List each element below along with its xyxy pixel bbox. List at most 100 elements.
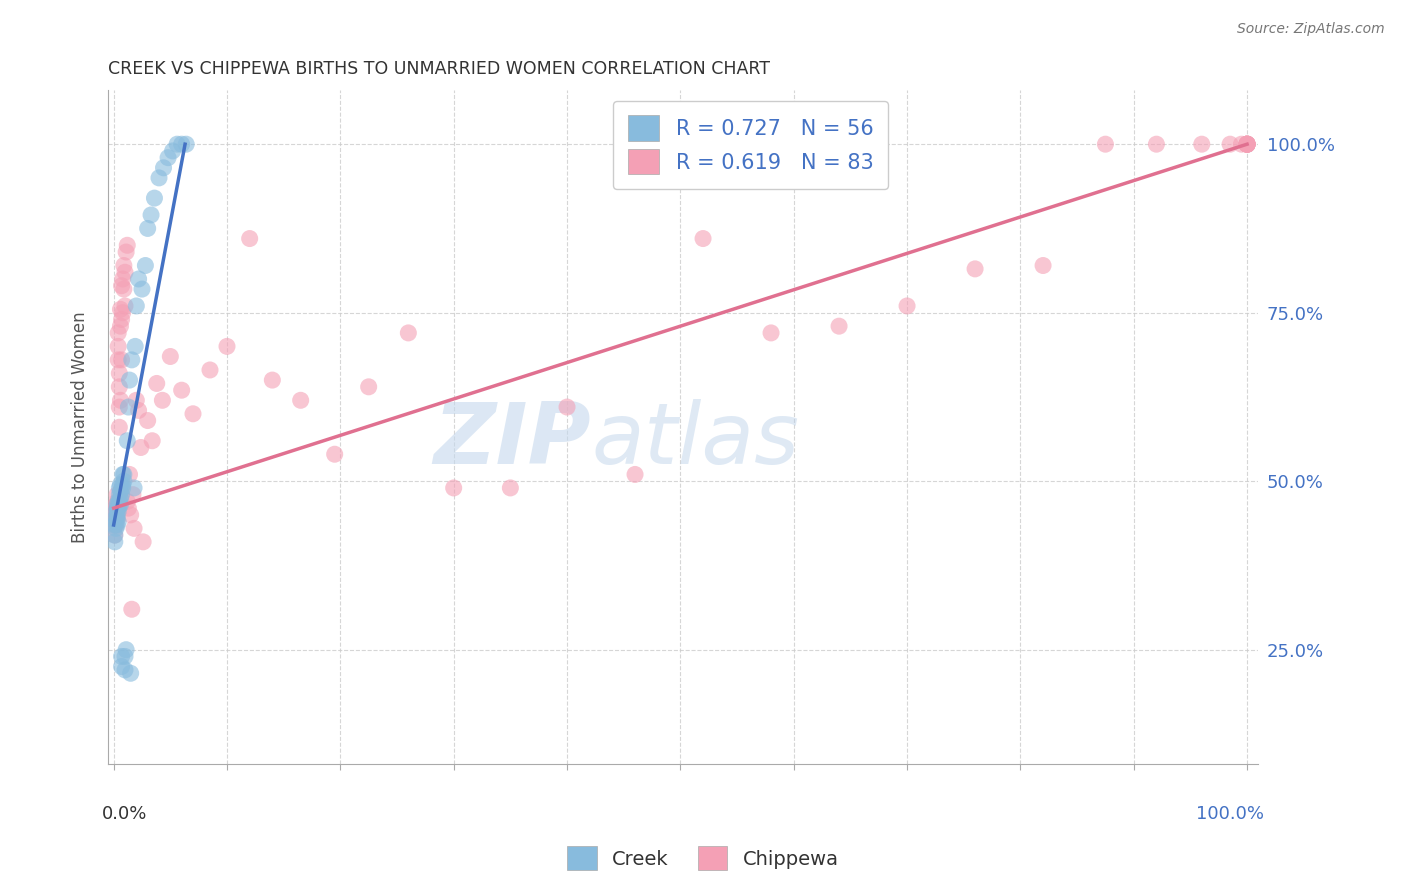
Legend: R = 0.727   N = 56, R = 0.619   N = 83: R = 0.727 N = 56, R = 0.619 N = 83 [613, 101, 889, 189]
Point [107, 501, 129, 516]
Point [136, 221, 159, 235]
Point [104, 518, 127, 533]
Point [323, 447, 346, 461]
Point [290, 393, 312, 408]
Point [110, 498, 132, 512]
Point [152, 161, 174, 175]
Point [114, 299, 136, 313]
Point [105, 511, 128, 525]
Point [1236, 137, 1258, 152]
Point [828, 319, 851, 334]
Point [117, 501, 139, 516]
Point [1236, 137, 1258, 152]
Point [1236, 137, 1258, 152]
Point [110, 278, 132, 293]
Point [114, 265, 136, 279]
Point [262, 373, 284, 387]
Point [1236, 137, 1258, 152]
Point [107, 326, 129, 340]
Point [105, 504, 128, 518]
Point [357, 380, 380, 394]
Point [896, 299, 918, 313]
Point [152, 393, 174, 408]
Point [120, 508, 142, 522]
Point [1144, 137, 1167, 152]
Point [125, 393, 148, 408]
Point [157, 151, 180, 165]
Text: Source: ZipAtlas.com: Source: ZipAtlas.com [1237, 22, 1385, 37]
Point [104, 534, 127, 549]
Point [181, 407, 204, 421]
Point [1191, 137, 1213, 152]
Point [122, 481, 145, 495]
Point [1236, 137, 1258, 152]
Point [104, 518, 127, 533]
Point [1230, 137, 1253, 152]
Point [105, 511, 128, 525]
Point [104, 521, 127, 535]
Point [148, 170, 170, 185]
Point [624, 467, 647, 482]
Point [215, 339, 238, 353]
Y-axis label: Births to Unmarried Women: Births to Unmarried Women [72, 311, 89, 543]
Point [117, 494, 139, 508]
Point [110, 491, 132, 505]
Point [104, 511, 127, 525]
Point [692, 231, 714, 245]
Point [104, 515, 127, 529]
Point [121, 602, 143, 616]
Point [110, 302, 132, 317]
Point [132, 534, 155, 549]
Point [1032, 259, 1054, 273]
Point [170, 137, 193, 152]
Point [111, 467, 134, 482]
Point [104, 498, 127, 512]
Point [118, 373, 141, 387]
Point [1219, 137, 1241, 152]
Point [110, 319, 132, 334]
Point [108, 481, 131, 495]
Text: CREEK VS CHIPPEWA BIRTHS TO UNMARRIED WOMEN CORRELATION CHART: CREEK VS CHIPPEWA BIRTHS TO UNMARRIED WO… [108, 60, 770, 78]
Point [115, 245, 138, 260]
Point [107, 339, 129, 353]
Point [143, 191, 166, 205]
Point [104, 518, 127, 533]
Point [443, 481, 465, 495]
Point [124, 339, 146, 353]
Point [104, 504, 127, 518]
Point [110, 649, 132, 664]
Point [162, 144, 184, 158]
Point [239, 231, 262, 245]
Point [499, 481, 522, 495]
Point [965, 261, 987, 276]
Point [136, 413, 159, 427]
Text: atlas: atlas [591, 400, 799, 483]
Point [104, 504, 127, 518]
Point [112, 282, 135, 296]
Point [104, 511, 127, 525]
Point [104, 515, 127, 529]
Point [1236, 137, 1258, 152]
Point [117, 400, 139, 414]
Point [1094, 137, 1116, 152]
Point [104, 528, 127, 542]
Point [555, 400, 578, 414]
Point [111, 306, 134, 320]
Point [128, 403, 150, 417]
Point [108, 380, 131, 394]
Point [104, 508, 127, 522]
Point [110, 477, 132, 491]
Point [111, 272, 134, 286]
Point [110, 393, 132, 408]
Point [111, 477, 134, 491]
Point [108, 367, 131, 381]
Point [105, 488, 128, 502]
Point [108, 420, 131, 434]
Point [139, 208, 162, 222]
Point [112, 474, 135, 488]
Point [110, 312, 132, 326]
Point [107, 504, 129, 518]
Point [107, 494, 129, 508]
Point [108, 400, 131, 414]
Point [105, 498, 128, 512]
